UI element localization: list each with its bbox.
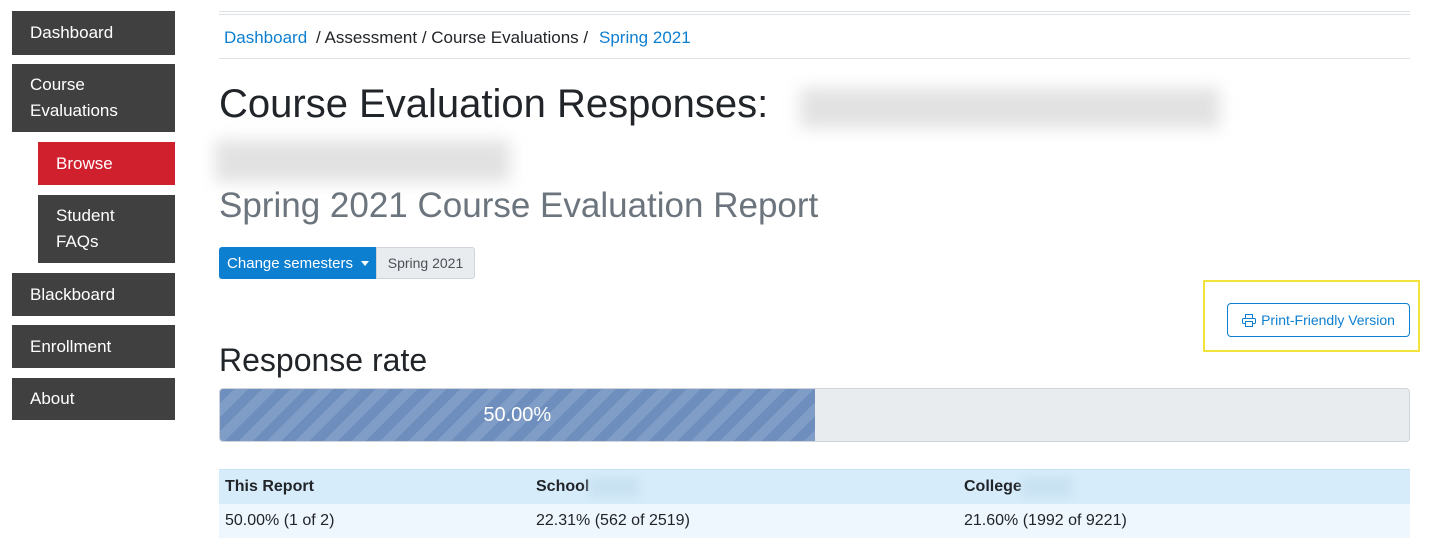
rule: [219, 14, 1410, 15]
column-header: This Report: [219, 470, 530, 504]
column-header: College: [958, 470, 1410, 504]
redacted: [215, 140, 510, 182]
nav-item[interactable]: About: [12, 378, 175, 420]
redacted: [800, 88, 1220, 128]
table-cell: 50.00% (1 of 2): [225, 511, 335, 529]
breadcrumb-link[interactable]: Dashboard: [224, 28, 308, 47]
redacted: [1021, 476, 1072, 497]
header-text: College: [964, 477, 1022, 495]
printer-icon: [1242, 313, 1257, 327]
header-text: School: [536, 477, 590, 495]
stats-table: This Report School College 50.00% (1 of …: [219, 469, 1410, 538]
button-label: Change semesters: [227, 254, 353, 272]
nav-item[interactable]: Dashboard: [12, 11, 175, 55]
column-header: School: [530, 470, 958, 504]
breadcrumb-link[interactable]: Spring 2021: [599, 28, 691, 47]
print-button[interactable]: Print-Friendly Version: [1227, 303, 1410, 337]
progress-label: 50.00%: [483, 403, 552, 426]
header-text: This Report: [225, 477, 314, 495]
caret: [360, 260, 369, 266]
redacted: [589, 476, 640, 497]
nav-item-active[interactable]: Browse: [38, 142, 175, 185]
section-heading: Response rate: [219, 342, 428, 378]
page-subtitle: Spring 2021 Course Evaluation Report: [219, 186, 819, 225]
nav-item[interactable]: Course Evaluations: [12, 64, 175, 132]
button-label: Print-Friendly Version: [1261, 312, 1395, 328]
highlight-box: [1203, 280, 1420, 352]
table-cell: 22.31% (562 of 2519): [536, 511, 690, 529]
breadcrumb-text: / Assessment / Course Evaluations /: [316, 28, 589, 47]
nav-item[interactable]: Enrollment: [12, 325, 175, 368]
page-title: Course Evaluation Responses:: [219, 82, 769, 126]
progress-bar: 50.00%: [220, 389, 815, 441]
progress-track: 50.00%: [219, 388, 1410, 442]
dropdown-button[interactable]: Change semesters: [219, 247, 377, 279]
nav-item[interactable]: Blackboard: [12, 273, 175, 316]
semester-label: Spring 2021: [376, 247, 475, 279]
table-header: This Report School College: [219, 469, 1410, 504]
rule: [219, 58, 1410, 59]
rule: [219, 11, 1410, 12]
table-row: 50.00% (1 of 2) 22.31% (562 of 2519) 21.…: [219, 503, 1410, 538]
nav-item[interactable]: Student FAQs: [38, 195, 175, 263]
table-cell: 21.60% (1992 of 9221): [964, 511, 1127, 529]
